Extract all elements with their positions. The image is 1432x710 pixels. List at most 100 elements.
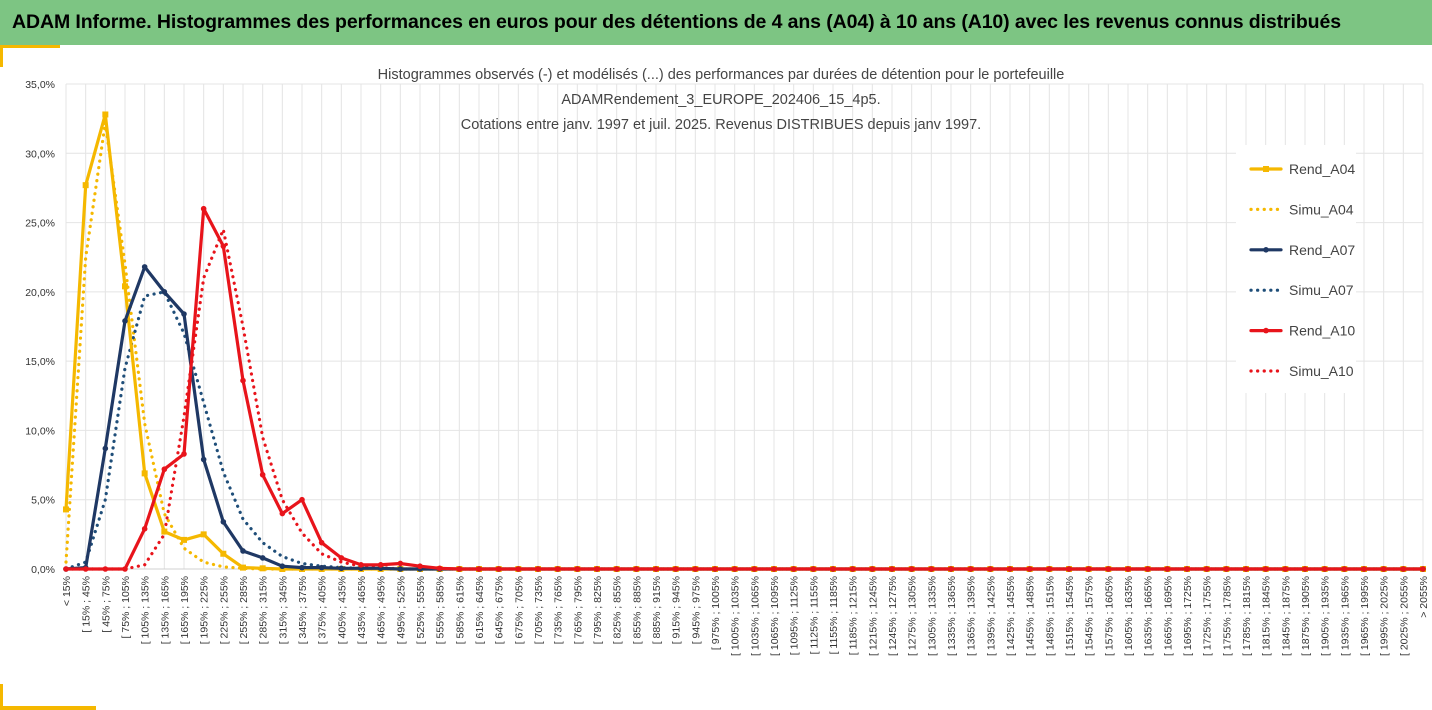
data-point: [259, 565, 266, 572]
legend-swatch-marker: [1263, 327, 1269, 334]
data-point: [633, 566, 640, 572]
data-point: [1026, 566, 1033, 572]
x-tick-label: [ 1155% ; 1185%: [828, 576, 840, 654]
x-tick-label: [ 345% ; 375%: [297, 576, 309, 644]
x-axis: < 15% [ 15% ; 45% [ 45% ; 75% [ 75% ; 105% […: [61, 576, 1430, 656]
x-tick-label: [ 1815% ; 1845%: [1261, 576, 1273, 656]
series-line-simu_a04: [64, 121, 1425, 571]
data-point: [377, 562, 384, 568]
data-point: [1085, 566, 1092, 572]
y-tick-label: 35,0%: [25, 79, 55, 91]
data-point: [830, 566, 836, 572]
series-line-simu_a10: [64, 227, 1425, 571]
x-tick-label: [ 285% ; 315%: [258, 576, 270, 644]
data-point: [456, 566, 463, 572]
data-point: [1223, 566, 1230, 572]
series-line-rend_a04: [64, 112, 1425, 571]
x-tick-label: [ 1335% ; 1365%: [946, 576, 958, 656]
data-point: [358, 562, 364, 568]
x-tick-label: [ 1095% ; 1125%: [789, 576, 801, 655]
legend-item-simu_a10: Simu_A10: [1249, 363, 1354, 379]
data-point: [1105, 566, 1112, 572]
data-point: [200, 531, 207, 538]
data-point: [102, 111, 109, 118]
x-tick-label: [ 1785% ; 1815%: [1241, 576, 1253, 656]
data-point: [141, 526, 148, 532]
x-tick-label: [ 315% ; 345%: [277, 576, 289, 644]
data-point: [102, 566, 109, 572]
legend-item-simu_a04: Simu_A04: [1249, 201, 1354, 217]
x-tick-label: [ 1005% ; 1035%: [730, 576, 742, 656]
data-point: [161, 528, 168, 535]
accent-line-left-bottom: [0, 684, 3, 710]
series-rend_a04: [63, 111, 1426, 572]
header-bar: ADAM Informe. Histogrammes des performan…: [0, 0, 1432, 45]
data-point: [122, 566, 128, 572]
data-point: [220, 243, 227, 249]
data-point: [554, 566, 561, 572]
x-tick-label: [ 375% ; 405%: [317, 576, 329, 644]
x-tick-label: [ 1425% ; 1455%: [1005, 576, 1017, 656]
data-point: [849, 566, 856, 572]
legend-label: Simu_A10: [1289, 363, 1354, 379]
data-point: [220, 519, 227, 525]
legend-label: Rend_A07: [1289, 242, 1355, 258]
data-point: [1066, 566, 1072, 572]
y-tick-label: 30,0%: [25, 148, 55, 160]
data-point: [869, 566, 876, 572]
x-tick-label: [ 225% ; 255%: [218, 576, 230, 644]
data-point: [181, 451, 187, 457]
y-tick-label: 5,0%: [31, 495, 55, 507]
data-point: [1125, 566, 1131, 572]
chart-title-line: Histogrammes observés (-) et modélisés (…: [378, 67, 1065, 83]
data-point: [613, 566, 620, 572]
data-point: [82, 182, 89, 189]
x-tick-label: [ 465% ; 495%: [376, 576, 388, 644]
x-tick-label: [ 1065% ; 1095%: [769, 576, 781, 656]
data-point: [279, 510, 286, 517]
legend-label: Simu_A07: [1289, 282, 1354, 298]
x-tick-label: [ 1725% ; 1755%: [1202, 576, 1214, 656]
x-tick-label: [ 1755% ; 1785%: [1221, 576, 1233, 656]
legend-label: Rend_A04: [1289, 161, 1355, 177]
y-tick-label: 25,0%: [25, 218, 55, 230]
data-point: [436, 565, 443, 572]
data-point: [908, 566, 915, 572]
x-tick-label: [ 675% ; 705%: [513, 576, 525, 644]
x-tick-label: [ 1365% ; 1395%: [966, 576, 978, 656]
chart-title-line: Cotations entre janv. 1997 et juil. 2025…: [461, 117, 981, 133]
x-tick-label: [ 525% ; 555%: [415, 576, 427, 644]
chart-title: Histogrammes observés (-) et modélisés (…: [378, 67, 1065, 133]
data-point: [279, 563, 286, 570]
data-point: [987, 566, 994, 572]
x-tick-label: [ 1185% ; 1215%: [848, 576, 860, 655]
accent-line-bottom: [0, 706, 96, 710]
x-tick-label: < 15%: [61, 576, 73, 606]
x-tick-label: [ 975% ; 1005%: [710, 576, 722, 650]
x-tick-label: [ 105% ; 135%: [140, 576, 152, 644]
legend-background: [1236, 145, 1356, 393]
data-point: [299, 564, 305, 571]
legend-swatch-marker: [1263, 247, 1269, 253]
data-point: [948, 566, 954, 572]
series-rend_a10: [63, 205, 1426, 572]
x-tick-label: [ 735% ; 765%: [553, 576, 565, 644]
data-point: [731, 566, 738, 572]
x-tick-label: [ 825% ; 855%: [612, 576, 624, 644]
x-tick-label: [ 1455% ; 1485%: [1025, 576, 1037, 656]
data-point: [141, 264, 148, 270]
data-point: [1282, 566, 1289, 572]
x-tick-label: [ 405% ; 435%: [336, 576, 348, 644]
data-point: [712, 566, 718, 572]
data-point: [771, 566, 777, 572]
x-tick-label: [ 1575% ; 1605%: [1103, 576, 1115, 656]
x-tick-label: [ 1605% ; 1635%: [1123, 576, 1135, 656]
data-point: [1302, 566, 1308, 572]
data-point: [1420, 566, 1426, 572]
y-tick-label: 20,0%: [25, 287, 55, 299]
data-point: [161, 466, 168, 473]
x-tick-label: [ 795% ; 825%: [592, 576, 604, 644]
data-point: [790, 566, 797, 572]
data-point: [161, 289, 168, 295]
data-point: [200, 205, 207, 212]
